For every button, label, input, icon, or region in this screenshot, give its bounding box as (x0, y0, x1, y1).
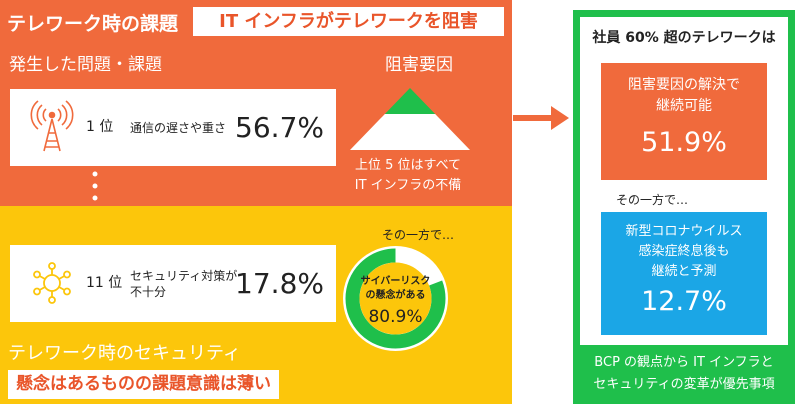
donut-label: サイバーリスク の懸念がある (343, 275, 448, 303)
item-1-label: 通信の遅さや重さ (130, 120, 227, 135)
post-covid-line1: 新型コロナウイルス (625, 224, 743, 239)
item-11-label-line1: セキュリティ対策が (130, 268, 238, 283)
donut-caption: その一方で… (381, 228, 454, 242)
outlook-panel: 社員 60% 超のテレワークは 阻害要因の解決で 継続可能 51.9% その一方… (573, 10, 795, 404)
continuation-box: 阻害要因の解決で 継続可能 51.9% (601, 63, 767, 180)
continuation-line2: 継続可能 (656, 98, 712, 114)
post-covid-line2: 感染症終息後も (638, 244, 730, 259)
pyramid-caption: 上位 5 位はすべて IT インフラの不備 (338, 156, 478, 196)
arrow-right-icon (513, 106, 569, 130)
item-11-label: セキュリティ対策が 不十分 (130, 245, 237, 322)
donut-value: 80.9% (368, 307, 423, 327)
continuation-line1: 阻害要因の解決で (628, 77, 740, 93)
donut-ring (345, 248, 446, 349)
security-title: テレワーク時のセキュリティ (8, 343, 241, 364)
continuation-value: 51.9% (641, 127, 727, 158)
telework-issues-panel: テレワーク時の課題 IT インフラがテレワークを阻害 発生した問題・課題 阻害要… (0, 0, 512, 206)
pyramid-graphic (350, 88, 470, 150)
footer-line2: セキュリティの変革が優先事項 (593, 377, 775, 392)
post-covid-line3: 継続と予測 (651, 264, 717, 279)
rank-card-11: 11 位 セキュリティ対策が 不十分 17.8% (10, 245, 336, 322)
rank-1: 1 位 (86, 119, 114, 135)
continuation-text: 阻害要因の解決で 継続可能 (601, 75, 767, 117)
outlook-heading: 社員 60% 超のテレワークは (592, 30, 776, 46)
outlook-footer: BCP の観点から IT インフラと セキュリティの変革が優先事項 (573, 345, 795, 404)
issues-title: テレワーク時の課題 (7, 13, 179, 35)
post-covid-value: 12.7% (641, 286, 727, 317)
item-11-value: 17.8% (235, 267, 324, 300)
security-badge: 懸念はあるものの課題意識は薄い (8, 370, 279, 399)
donut-label-line2: の懸念がある (365, 290, 426, 301)
sun-icon (33, 262, 71, 304)
issues-title-badge: IT インフラがテレワークを阻害 (193, 7, 504, 36)
pyramid-caption-line2: IT インフラの不備 (354, 178, 462, 193)
post-covid-box: 新型コロナウイルス 感染症終息後も 継続と予測 12.7% (601, 212, 767, 335)
donut-label-line1: サイバーリスク (360, 276, 431, 287)
rank-card-1: 1 位 通信の遅さや重さ 56.7% (10, 89, 336, 166)
cause-label: 阻害要因 (385, 55, 453, 75)
other-label: その一方で… (616, 193, 689, 207)
issues-subtitle: 発生した問題・課題 (9, 55, 162, 75)
rank-11: 11 位 (86, 275, 123, 291)
post-covid-text: 新型コロナウイルス 感染症終息後も 継続と予測 (601, 222, 767, 282)
footer-line1: BCP の観点から IT インフラと (594, 355, 774, 370)
item-1-value: 56.7% (235, 111, 324, 144)
antenna-icon (30, 100, 74, 152)
pyramid-caption-line1: 上位 5 位はすべて (354, 158, 462, 173)
cyber-risk-donut (343, 246, 448, 351)
item-11-label-line2: 不十分 (130, 284, 167, 299)
